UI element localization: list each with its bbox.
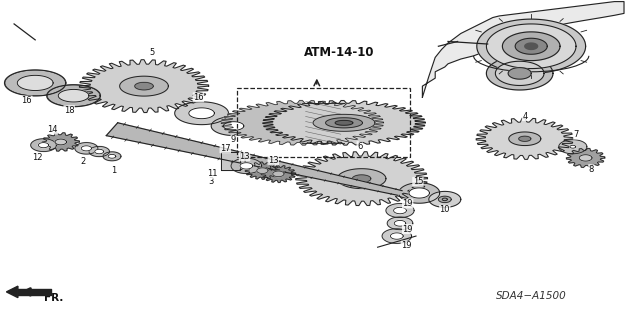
Text: 19: 19 (401, 241, 412, 250)
Polygon shape (394, 207, 406, 214)
Polygon shape (103, 152, 121, 161)
Polygon shape (273, 171, 284, 177)
Polygon shape (509, 132, 541, 145)
Polygon shape (189, 108, 214, 119)
Polygon shape (257, 168, 268, 174)
Polygon shape (42, 133, 79, 151)
Text: 3: 3 (209, 177, 214, 186)
Text: 2: 2 (81, 157, 86, 166)
Polygon shape (438, 196, 451, 203)
Text: 17: 17 (220, 144, 230, 153)
Polygon shape (386, 204, 414, 218)
Polygon shape (313, 114, 375, 131)
Polygon shape (221, 152, 240, 170)
Polygon shape (566, 148, 605, 167)
Polygon shape (95, 149, 104, 154)
Polygon shape (211, 116, 256, 136)
Text: 13: 13 (239, 152, 250, 161)
Polygon shape (382, 229, 412, 243)
Polygon shape (231, 158, 262, 174)
Polygon shape (495, 61, 544, 85)
Text: 13: 13 (268, 156, 278, 165)
Polygon shape (335, 120, 353, 125)
Polygon shape (502, 32, 560, 61)
Polygon shape (108, 154, 116, 158)
Polygon shape (579, 155, 592, 161)
Polygon shape (262, 100, 425, 145)
Polygon shape (353, 175, 371, 182)
Polygon shape (135, 82, 153, 90)
Polygon shape (422, 2, 624, 97)
Text: SDA4−A1500: SDA4−A1500 (496, 292, 566, 301)
Text: 8: 8 (589, 165, 594, 174)
Polygon shape (79, 60, 209, 113)
Polygon shape (221, 100, 384, 145)
Text: 12: 12 (32, 153, 42, 162)
Polygon shape (559, 140, 587, 154)
Text: ATM-14-10: ATM-14-10 (304, 46, 374, 59)
Text: 11: 11 (207, 169, 218, 178)
Text: 19: 19 (403, 199, 413, 208)
Polygon shape (261, 165, 296, 182)
Text: 14: 14 (47, 125, 58, 134)
Polygon shape (429, 191, 461, 207)
Polygon shape (55, 139, 67, 145)
Text: 16: 16 (193, 93, 204, 102)
Polygon shape (89, 146, 109, 157)
Text: 10: 10 (440, 205, 450, 214)
Text: FR.: FR. (44, 293, 63, 303)
Polygon shape (17, 75, 53, 91)
Text: 16: 16 (22, 96, 32, 105)
Polygon shape (399, 183, 440, 203)
Polygon shape (4, 70, 66, 96)
Text: 4: 4 (522, 112, 527, 121)
Polygon shape (570, 145, 576, 148)
Polygon shape (477, 19, 586, 73)
Text: 7: 7 (573, 130, 579, 139)
Polygon shape (6, 286, 18, 298)
Polygon shape (442, 198, 447, 201)
Polygon shape (387, 217, 413, 230)
Polygon shape (394, 220, 406, 226)
Polygon shape (337, 169, 386, 189)
Polygon shape (31, 139, 56, 152)
Polygon shape (486, 24, 576, 69)
Polygon shape (223, 122, 244, 130)
Polygon shape (326, 118, 362, 128)
Polygon shape (525, 43, 538, 49)
Polygon shape (486, 57, 553, 90)
Polygon shape (81, 146, 92, 151)
Text: 6: 6 (357, 142, 362, 151)
Polygon shape (515, 38, 547, 54)
Text: 1: 1 (111, 166, 116, 174)
Polygon shape (58, 89, 89, 102)
Polygon shape (240, 163, 253, 169)
Polygon shape (296, 152, 428, 205)
Text: 18: 18 (64, 106, 74, 115)
Polygon shape (508, 68, 531, 79)
Polygon shape (47, 85, 100, 107)
Polygon shape (409, 188, 429, 198)
Polygon shape (75, 143, 98, 154)
Polygon shape (390, 233, 403, 239)
Polygon shape (519, 136, 531, 141)
Polygon shape (106, 123, 402, 195)
Text: 5: 5 (150, 48, 155, 57)
Text: 9: 9 (231, 135, 236, 144)
Text: 19: 19 (403, 225, 413, 234)
Polygon shape (175, 102, 228, 125)
Polygon shape (245, 162, 280, 179)
Bar (237, 88, 410, 157)
Polygon shape (38, 143, 49, 148)
Polygon shape (476, 118, 573, 160)
Polygon shape (120, 76, 168, 96)
Text: 15: 15 (413, 177, 423, 186)
